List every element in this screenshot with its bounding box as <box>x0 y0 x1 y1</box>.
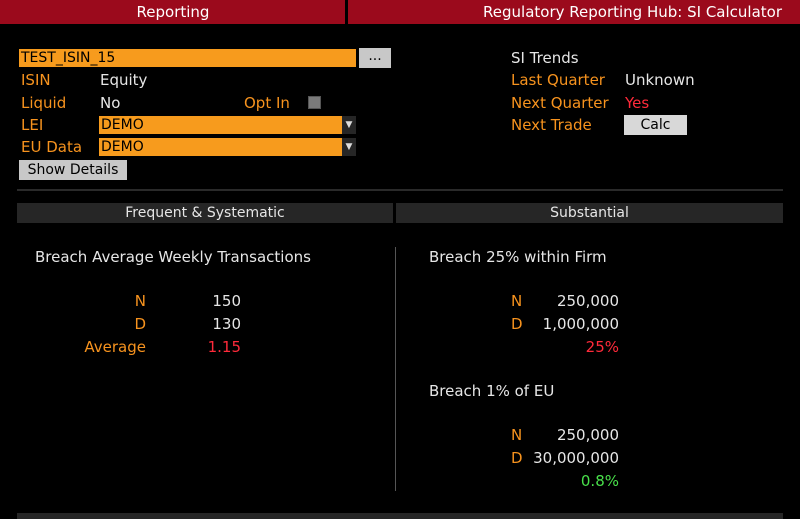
bottom-bar <box>17 513 783 519</box>
opt-in-label: Opt In <box>244 94 290 112</box>
frequent-title: Breach Average Weekly Transactions <box>35 248 311 266</box>
frequent-average-label: Average <box>84 338 146 356</box>
eu-data-select-value: DEMO <box>101 139 144 155</box>
next-quarter-label: Next Quarter <box>511 94 609 112</box>
frequent-n-value: 150 <box>212 292 241 310</box>
eu-breach-title: Breach 1% of EU <box>429 382 555 400</box>
isin-label: ISIN <box>21 71 51 89</box>
chevron-down-icon[interactable]: ▼ <box>342 138 356 156</box>
frequent-average-value: 1.15 <box>207 338 241 356</box>
opt-in-checkbox[interactable] <box>308 96 321 109</box>
calc-button[interactable]: Calc <box>624 115 687 135</box>
lei-select-value: DEMO <box>101 117 144 133</box>
chevron-down-icon[interactable]: ▼ <box>342 116 356 134</box>
firm-breach-title: Breach 25% within Firm <box>429 248 607 266</box>
tab-si-calculator[interactable]: Regulatory Reporting Hub: SI Calculator <box>483 3 782 21</box>
frequent-systematic-header: Frequent & Systematic <box>17 203 393 223</box>
eu-data-select[interactable]: DEMO ▼ <box>99 138 356 156</box>
last-quarter-label: Last Quarter <box>511 71 605 89</box>
firm-result-value: 25% <box>585 338 619 356</box>
firm-d-value: 1,000,000 <box>542 315 619 333</box>
eu-result-value: 0.8% <box>580 472 619 490</box>
frequent-d-label: D <box>134 315 146 333</box>
show-details-button[interactable]: Show Details <box>19 160 127 180</box>
tab-reporting[interactable]: Reporting <box>136 3 210 21</box>
isin-type-value: Equity <box>100 71 148 89</box>
firm-d-label: D <box>511 315 523 333</box>
liquid-label: Liquid <box>21 94 67 112</box>
section-divider <box>17 189 783 191</box>
browse-button[interactable]: ... <box>359 48 391 68</box>
substantial-header: Substantial <box>396 203 783 223</box>
eu-d-value: 30,000,000 <box>533 449 619 467</box>
lei-label: LEI <box>21 116 44 134</box>
eu-data-label: EU Data <box>21 138 83 156</box>
frequent-n-label: N <box>134 292 146 310</box>
next-quarter-value: Yes <box>625 94 650 112</box>
frequent-d-value: 130 <box>212 315 241 333</box>
lei-select[interactable]: DEMO ▼ <box>99 116 356 134</box>
si-trends-title: SI Trends <box>511 49 579 67</box>
eu-n-value: 250,000 <box>556 426 619 444</box>
next-trade-label: Next Trade <box>511 116 592 134</box>
eu-d-label: D <box>511 449 523 467</box>
firm-n-label: N <box>511 292 523 310</box>
liquid-value: No <box>100 94 121 112</box>
last-quarter-value: Unknown <box>625 71 695 89</box>
tab-separator <box>345 0 348 24</box>
isin-search-input[interactable]: TEST_ISIN_15 <box>19 49 356 67</box>
firm-n-value: 250,000 <box>556 292 619 310</box>
top-tab-bar: Reporting Regulatory Reporting Hub: SI C… <box>0 0 800 24</box>
eu-n-label: N <box>511 426 523 444</box>
column-divider <box>395 247 396 491</box>
